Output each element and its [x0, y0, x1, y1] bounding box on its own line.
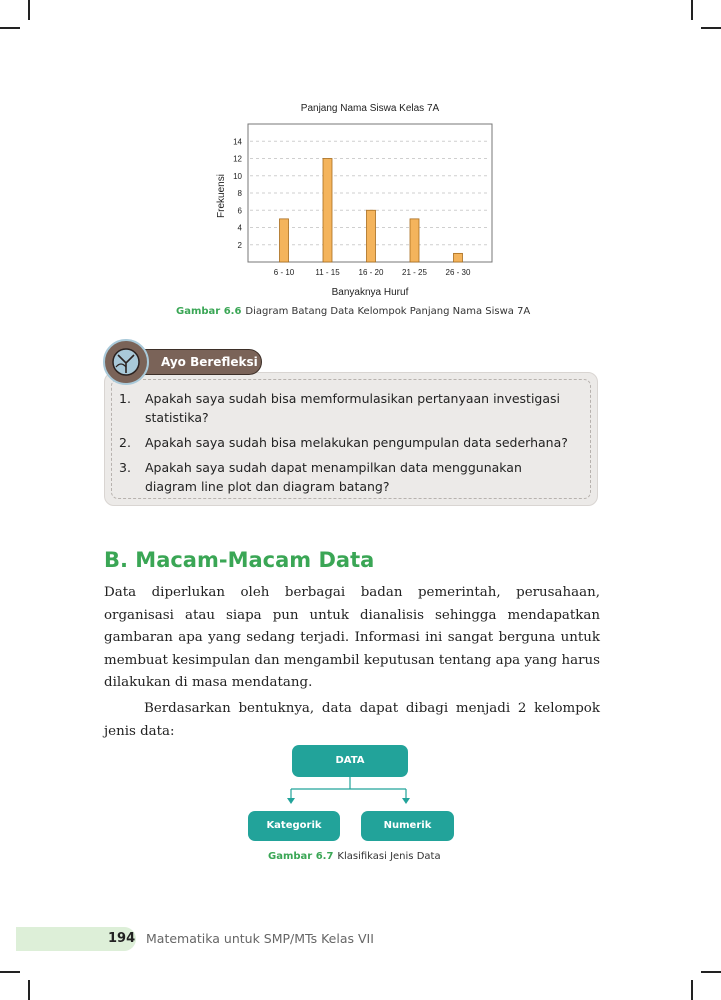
reflection-item: 3. Apakah saya sudah dapat menampilkan da…: [117, 458, 577, 496]
diagram-left-box: Kategorik: [248, 811, 340, 841]
arrow-down-icon: [287, 798, 295, 804]
diagram-root-label: DATA: [335, 755, 365, 766]
bar: [279, 218, 289, 263]
bar: [322, 158, 333, 263]
item-number: 1.: [119, 391, 131, 406]
chart-title: Panjang Nama Siswa Kelas 7A: [301, 103, 440, 114]
crop-mark: [0, 971, 20, 973]
crop-mark: [0, 27, 20, 29]
bar: [409, 218, 420, 263]
x-tick-label: 21 - 25: [402, 268, 427, 277]
y-tick-label: 10: [233, 172, 242, 181]
figure-text: Diagram Batang Data Kelompok Panjang Nam…: [245, 306, 531, 317]
bar-chart: Panjang Nama Siswa Kelas 7A 2 4 6 8 10 12 14 6…: [200, 96, 520, 306]
reflection-icon: [103, 339, 149, 385]
crop-mark: [701, 27, 721, 29]
figure-label: Gambar 6.6: [176, 306, 242, 317]
crop-mark: [691, 0, 693, 20]
figure-caption: Gambar 6.6 Diagram Batang Data Kelompok P…: [176, 306, 530, 317]
item-number: 3.: [119, 460, 131, 475]
section-title: B. Macam-Macam Data: [104, 548, 375, 572]
x-tick-label: 6 - 10: [274, 268, 295, 277]
crop-mark: [28, 980, 30, 1000]
book-title: Matematika untuk SMP/MTs Kelas VII: [146, 931, 374, 946]
figure-caption: Gambar 6.7 Klasifikasi Jenis Data: [268, 851, 441, 862]
figure-label: Gambar 6.7: [268, 851, 334, 862]
bar: [453, 252, 463, 263]
item-text: Apakah saya sudah dapat menampilkan data…: [145, 460, 522, 494]
reflection-box: 1. Apakah saya sudah bisa memformulasikan…: [104, 372, 598, 506]
x-tick-label: 26 - 30: [446, 268, 471, 277]
y-axis-label: Frekuensi: [216, 174, 227, 218]
crop-mark: [701, 971, 721, 973]
y-tick-label: 8: [238, 189, 243, 198]
y-tick-label: 12: [233, 155, 242, 164]
item-text: Apakah saya sudah bisa melakukan pengump…: [145, 435, 568, 450]
arrow-down-icon: [402, 798, 410, 804]
y-tick-label: 2: [238, 241, 243, 250]
diagram-right-label: Numerik: [383, 820, 432, 831]
reflection-item: 1. Apakah saya sudah bisa memformulasikan…: [117, 389, 577, 427]
x-tick-label: 16 - 20: [359, 268, 384, 277]
diagram-right-box: Numerik: [361, 811, 454, 841]
y-tick-label: 14: [233, 137, 242, 146]
paragraph-1: Data diperlukan oleh berbagai badan peme…: [104, 585, 600, 691]
footer-band: [16, 927, 136, 951]
diagram-connectors: [287, 777, 410, 804]
diagram-root-box: DATA: [292, 745, 408, 777]
item-text: Apakah saya sudah bisa memformulasikan p…: [145, 391, 561, 425]
reflection-list: 1. Apakah saya sudah bisa memformulasikan…: [117, 389, 577, 502]
x-axis-label: Banyaknya Huruf: [332, 287, 409, 298]
figure-text: Klasifikasi Jenis Data: [337, 851, 441, 862]
reflection-item: 2. Apakah saya sudah bisa melakukan pengu…: [117, 433, 577, 452]
diagram-left-label: Kategorik: [266, 820, 322, 831]
crop-mark: [28, 0, 30, 20]
y-tick-label: 4: [238, 224, 243, 233]
reflection-tab-label: Ayo Berefleksi: [161, 355, 258, 369]
x-tick-label: 11 - 15: [315, 268, 340, 277]
crop-mark: [691, 980, 693, 1000]
reflection-border: [111, 379, 591, 499]
bar-chart-svg: Panjang Nama Siswa Kelas 7A 2 4 6 8 10 12 14 6…: [216, 103, 493, 298]
paragraph-2: Berdasarkan bentuknya, data dapat dibagi…: [104, 701, 600, 739]
item-number: 2.: [119, 435, 131, 450]
y-tick-label: 6: [238, 206, 243, 215]
bar: [366, 209, 376, 263]
page-number: 194: [108, 931, 136, 946]
